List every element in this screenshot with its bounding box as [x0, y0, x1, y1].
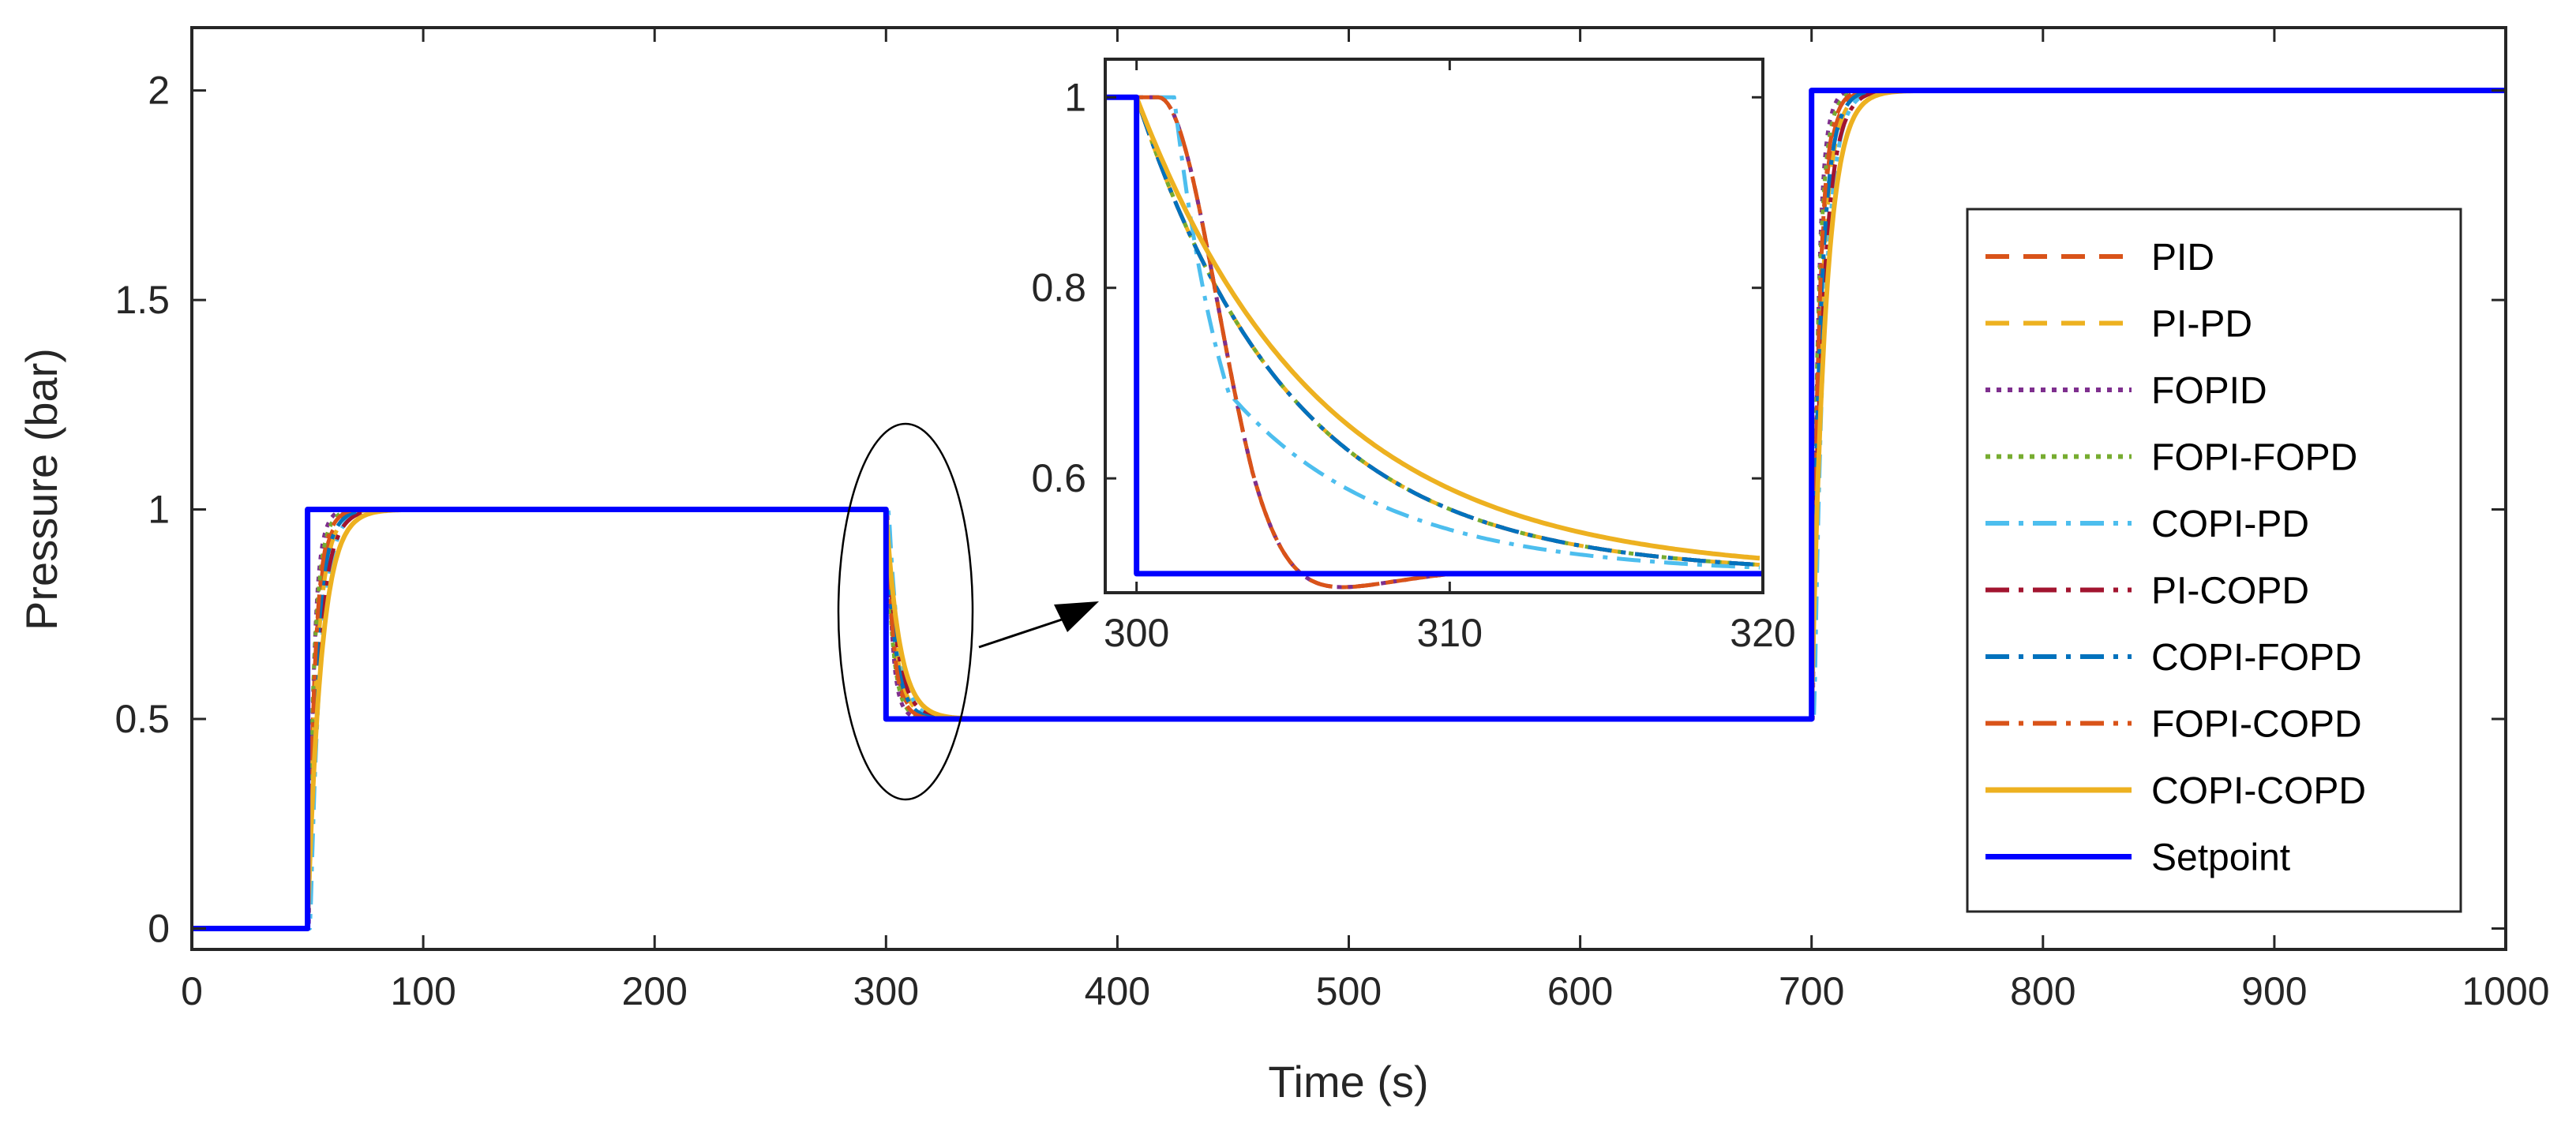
- inset-x-tick-label: 300: [1104, 611, 1169, 655]
- legend-label-fopid: FOPID: [2151, 370, 2267, 412]
- x-tick-label: 400: [1085, 969, 1150, 1013]
- inset-series-line-copi-copd: [1105, 95, 1760, 561]
- x-tick-label: 1000: [2462, 969, 2549, 1013]
- legend-label-copi-pd: COPI-PD: [2151, 504, 2309, 545]
- main-axes-frame: [190, 26, 2507, 951]
- x-tick-label: 900: [2241, 969, 2307, 1013]
- legend: PID PI-PD FOPID FOPI-FOPD COPI-PD PI-COPD COPI…: [1966, 208, 2462, 913]
- x-axis-label: Time (s): [1268, 1057, 1428, 1106]
- legend-label-setpoint: Setpoint: [2151, 837, 2290, 879]
- inset-series-line-setpoint: [1105, 94, 1763, 577]
- y-axis-label: Pressure (bar): [17, 348, 66, 631]
- x-tick-label: 700: [1779, 969, 1844, 1013]
- main-ticks-group: 0 100 200 300 400 500 600 700 800 900 1000 0 0.5 1 1.5…: [114, 28, 2550, 1013]
- inset-y-tick-label: 0.6: [1031, 456, 1086, 500]
- legend-label-pi-pd: PI-PD: [2151, 304, 2252, 346]
- main-series-group: [190, 88, 2507, 931]
- x-tick-label: 800: [2010, 969, 2075, 1013]
- inset-series-line-copi-pd: [1105, 95, 1760, 570]
- x-tick-label: 0: [181, 969, 203, 1013]
- y-tick-label: 1: [148, 488, 170, 532]
- zoom-arrowhead: [1054, 601, 1099, 632]
- y-tick-label: 0: [148, 906, 170, 950]
- inset-axes: 300 310 320 0.6 0.8 1: [1031, 58, 1796, 655]
- inset-series-line-copi-fopd: [1105, 95, 1760, 567]
- y-tick-label: 0.5: [114, 697, 170, 741]
- x-tick-label: 200: [621, 969, 687, 1013]
- inset-ticks-group: 300 310 320 0.6 0.8 1: [1031, 59, 1796, 655]
- inset-y-tick-label: 0.8: [1031, 266, 1086, 310]
- legend-label-fopi-fopd: FOPI-FOPD: [2151, 437, 2357, 479]
- x-tick-label: 600: [1547, 969, 1613, 1013]
- series-line-setpoint: [192, 88, 2506, 931]
- inset-axes-frame: [1104, 58, 1764, 594]
- zoom-ellipse: [837, 422, 974, 801]
- x-tick-label: 300: [853, 969, 919, 1013]
- legend-label-fopi-copd: FOPI-COPD: [2151, 704, 2362, 746]
- legend-label-pid: PID: [2151, 237, 2214, 279]
- x-tick-label: 500: [1316, 969, 1382, 1013]
- legend-label-copi-copd: COPI-COPD: [2151, 770, 2366, 812]
- y-tick-label: 2: [148, 69, 170, 113]
- inset-x-tick-label: 310: [1417, 611, 1483, 655]
- legend-label-pi-copd: PI-COPD: [2151, 571, 2309, 612]
- inset-x-tick-label: 320: [1730, 611, 1795, 655]
- inset-series-group: [1105, 94, 1763, 590]
- zoom-arrow-line: [978, 614, 1074, 649]
- inset-y-tick-label: 1: [1064, 75, 1086, 119]
- y-tick-label: 1.5: [114, 278, 170, 322]
- legend-label-copi-fopd: COPI-FOPD: [2151, 637, 2362, 679]
- legend-box: [1966, 208, 2462, 913]
- x-tick-label: 100: [390, 969, 456, 1013]
